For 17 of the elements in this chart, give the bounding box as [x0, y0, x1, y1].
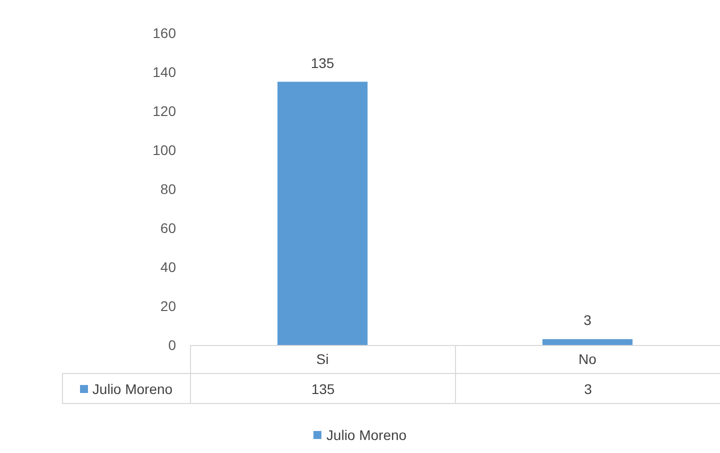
y-tick-label: 100 [152, 142, 176, 158]
annotation: 135 [310, 54, 334, 71]
y-tick-label: 120 [152, 103, 176, 119]
x-tick-label: Si [316, 351, 329, 367]
y-tick-label: 140 [152, 64, 176, 80]
y-tick-label: 0 [168, 337, 176, 353]
x-tick-label: No [578, 351, 597, 367]
annotation: 3 [584, 312, 592, 328]
y-tick-label: 60 [160, 220, 176, 236]
y-tick-label: 20 [160, 298, 176, 314]
y-tick-label: 160 [152, 25, 176, 41]
data-label: 3 [455, 373, 720, 404]
legend-label: Julio Moreno [326, 427, 407, 443]
data-label: 135 [190, 373, 456, 404]
y-tick-label: 80 [160, 181, 176, 197]
y-tick-label: 40 [160, 259, 176, 275]
text: Julio Moreno [92, 380, 173, 396]
